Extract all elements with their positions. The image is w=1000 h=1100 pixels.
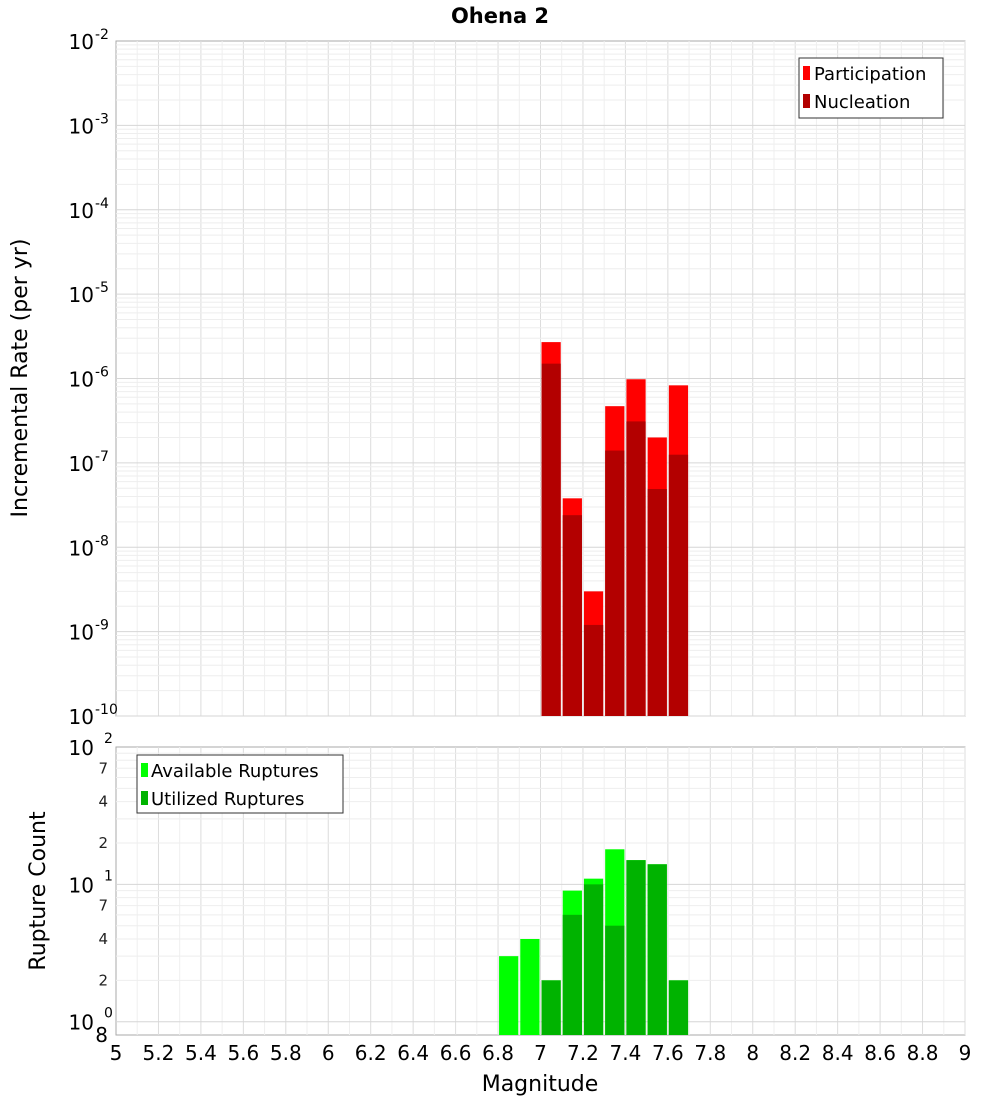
y-tick-exponent: 1	[104, 868, 113, 884]
y-tick-exponent: 2	[104, 731, 113, 747]
x-tick-label: 6.6	[440, 1041, 472, 1065]
bottom-bar-b-4	[583, 884, 604, 1035]
y-tick-exponent: -5	[95, 280, 109, 296]
y-tick-exponent: -2	[95, 27, 109, 43]
x-tick-label: 5	[110, 1041, 123, 1065]
top-y-axis-label: Incremental Rate (per yr)	[8, 239, 33, 518]
y-tick-label: 10	[69, 705, 94, 729]
bottom-y-axis-label: Rupture Count	[26, 811, 51, 971]
legend-swatch-nucleation	[803, 94, 810, 108]
y-tick-label: 10	[69, 452, 94, 476]
y-minor-tick-label: 7	[98, 759, 108, 777]
top-bar-b-0	[541, 363, 561, 716]
top-bar-b-2	[583, 624, 604, 716]
y-minor-tick-label: 7	[98, 897, 108, 915]
bottom-bar-b-8	[668, 980, 689, 1035]
x-tick-label: 6	[322, 1041, 335, 1065]
y-tick-exponent: 0	[104, 1006, 113, 1022]
y-tick-exponent: -7	[95, 449, 109, 465]
bottom-bar-b-6	[626, 860, 646, 1035]
x-tick-label: 6.2	[355, 1041, 387, 1065]
y-tick-label: 10	[69, 536, 94, 560]
y-tick-exponent: -3	[95, 111, 109, 127]
y-tick-label: 10	[69, 368, 94, 392]
top-grid	[116, 41, 966, 717]
x-tick-label: 8	[746, 1041, 759, 1065]
y-tick-label: 10	[69, 1011, 94, 1035]
bottom-bar-b-2	[541, 980, 561, 1035]
top-bar-b-4	[626, 421, 646, 716]
top-bar-b-1	[562, 515, 582, 716]
bottom-bar-a-0	[499, 956, 519, 1035]
y-tick-exponent: -9	[95, 618, 109, 634]
x-tick-label: 7.8	[694, 1041, 726, 1065]
x-tick-label: 6.8	[482, 1041, 514, 1065]
x-tick-label: 8.2	[779, 1041, 811, 1065]
legend-swatch-utilized	[141, 791, 148, 805]
y-tick-label: 10	[69, 114, 94, 138]
x-tick-label: 9	[959, 1041, 972, 1065]
y-tick-label: 10	[69, 873, 94, 897]
y-tick-label: 10	[69, 30, 94, 54]
x-tick-label: 8.8	[907, 1041, 939, 1065]
bottom-y-ticks: 10 0 10 1 10 2 2 4 7 2 4 7 8	[69, 731, 113, 1047]
bottom-bar-b-5	[605, 925, 625, 1035]
top-legend-box	[798, 57, 944, 119]
legend-swatch-participation	[803, 66, 810, 80]
top-bar-b-6	[668, 454, 689, 716]
legend-label-participation: Participation	[814, 64, 926, 85]
bottom-bar-a-1	[520, 939, 540, 1035]
x-axis-label: Magnitude	[482, 1072, 599, 1097]
y-tick-label: 10	[69, 199, 94, 223]
bottom-bar-b-3	[562, 914, 582, 1035]
y-tick-label: 10	[69, 736, 94, 760]
y-tick-exponent: -4	[95, 196, 109, 212]
y-tick-exponent: -8	[95, 533, 109, 549]
top-bars	[541, 342, 689, 716]
bottom-legend-box	[136, 754, 344, 814]
bottom-bar-b-7	[647, 864, 667, 1035]
top-bar-b-5	[647, 489, 667, 716]
x-tick-label: 7.4	[609, 1041, 641, 1065]
top-bar-b-3	[605, 450, 625, 716]
x-tick-label: 8.4	[822, 1041, 854, 1065]
y-tick-label: 10	[69, 621, 94, 645]
x-tick-label: 7.2	[567, 1041, 599, 1065]
top-legend: Participation Nucleation	[798, 57, 944, 119]
x-axis-ticks: 5 5.2 5.4 5.6 5.8 6 6.2 6.4 6.6 6.8 7 7.2 7.4 7.6 7.8 8…	[110, 1041, 972, 1065]
legend-label-available: Available Ruptures	[151, 761, 319, 782]
x-tick-label: 5.6	[227, 1041, 259, 1065]
x-tick-label: 8.6	[864, 1041, 896, 1065]
y-bottom-label: 8	[95, 1023, 108, 1047]
legend-swatch-available	[141, 763, 148, 777]
x-tick-label: 5.8	[270, 1041, 302, 1065]
y-tick-label: 10	[69, 283, 94, 307]
y-minor-tick-label: 2	[98, 834, 108, 852]
legend-label-utilized: Utilized Ruptures	[151, 789, 304, 810]
y-tick-exponent: -6	[95, 365, 109, 381]
bottom-panel: 10 0 10 1 10 2 2 4 7 2 4 7 8 Rupture Count Available…	[26, 731, 966, 1047]
y-tick-exponent: -10	[95, 702, 118, 718]
x-tick-label: 5.2	[143, 1041, 175, 1065]
y-minor-tick-label: 2	[98, 971, 108, 989]
x-tick-label: 6.4	[397, 1041, 429, 1065]
chart-title: Ohena 2	[451, 4, 549, 28]
x-tick-label: 5.4	[185, 1041, 217, 1065]
y-minor-tick-label: 4	[98, 930, 108, 948]
legend-label-nucleation: Nucleation	[814, 92, 910, 113]
bottom-legend: Available Ruptures Utilized Ruptures	[136, 754, 344, 814]
x-tick-label: 7.6	[652, 1041, 684, 1065]
bottom-bars	[499, 849, 689, 1035]
y-minor-tick-label: 4	[98, 793, 108, 811]
x-tick-label: 7	[534, 1041, 547, 1065]
